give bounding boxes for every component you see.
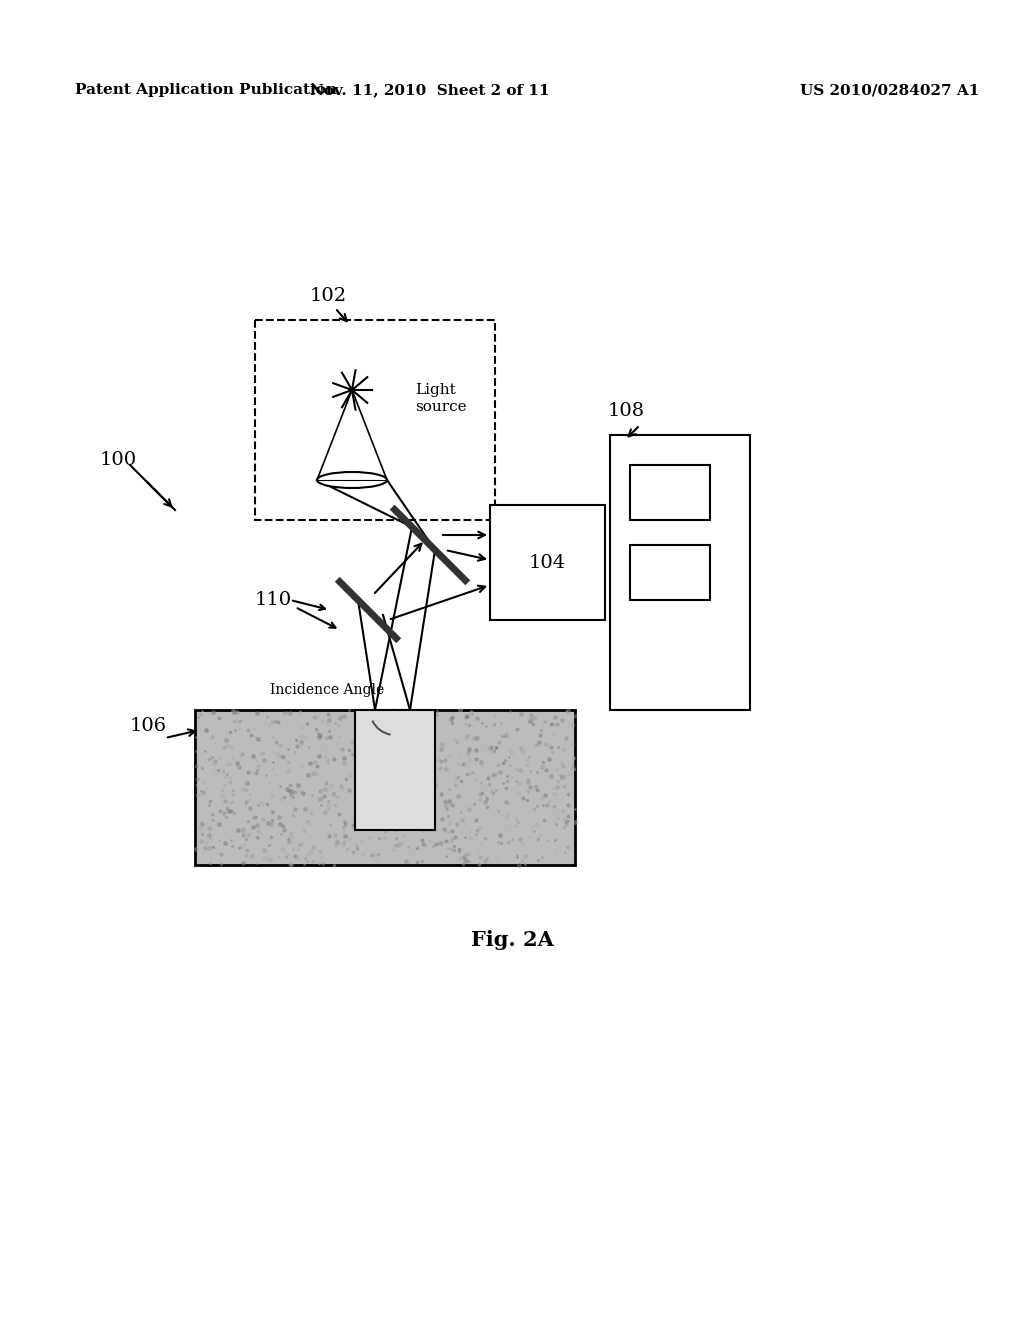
Bar [630, 465, 710, 520]
Text: Fig. 2A: Fig. 2A [471, 931, 553, 950]
Text: 102: 102 [310, 286, 347, 305]
Text: Nov. 11, 2010  Sheet 2 of 11: Nov. 11, 2010 Sheet 2 of 11 [310, 83, 550, 96]
Text: 100: 100 [100, 451, 137, 469]
Ellipse shape [317, 473, 387, 488]
Text: source: source [415, 400, 467, 414]
Text: 108: 108 [608, 403, 645, 420]
Text: 110: 110 [255, 591, 292, 609]
Bar [630, 545, 710, 601]
Text: Patent Application Publication: Patent Application Publication [75, 83, 337, 96]
Text: US 2010/0284027 A1: US 2010/0284027 A1 [801, 83, 980, 96]
Bar [255, 319, 495, 520]
Text: 106: 106 [130, 717, 167, 735]
Bar [355, 710, 435, 830]
Bar [490, 506, 605, 620]
Bar [610, 436, 750, 710]
Bar [195, 710, 575, 865]
Text: 104: 104 [529, 553, 566, 572]
Text: Incidence Angle: Incidence Angle [270, 682, 384, 697]
Text: Light: Light [415, 383, 456, 397]
